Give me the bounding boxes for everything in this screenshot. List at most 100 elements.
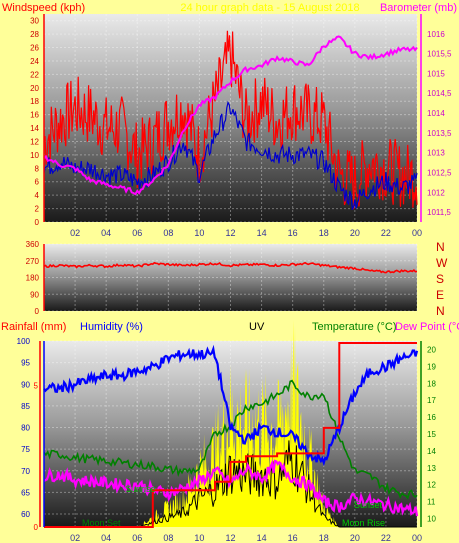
dewpoint-axis-title: Dew Point (°C [395,321,459,333]
humidity-axis-title: Humidity (%) [80,321,143,333]
windspeed-axis-title: Windspeed (kph) [2,2,85,14]
rainfall-line [44,342,417,528]
barometer-axis-title: Barometer (mb) [380,2,457,14]
barometer-y-tick-label: 1014 [427,109,445,118]
compass-label-e: E [436,288,444,302]
wind-x-tick-label: 06 [132,228,142,238]
temperature-y-tick-label: 15 [427,430,436,439]
annotation-moon-rise: Moon Rise [342,518,385,528]
barometer-y-tick-label: 1012,5 [427,168,452,177]
wind-x-tick-label: 00 [412,228,422,238]
wind-grid [44,14,418,223]
climate-series [43,320,419,528]
compass-label-n-top: N [436,240,445,254]
wind-gust-line [43,30,418,210]
wind-x-tick-label: 10 [194,228,204,238]
windspeed-y-tick-label: 22 [30,70,39,79]
direction-y-tick-label: 360 [26,240,40,249]
wind-x-tick-label: 12 [225,228,235,238]
climate-x-tick-label: 04 [101,533,111,543]
barometer-y-tick-label: 1015,5 [427,50,452,59]
humidity-y-tick-label: 70 [21,467,30,476]
rainfall-y-tick-label: 0 [34,523,39,532]
windspeed-y-tick-label: 0 [35,218,40,227]
humidity-y-tick-label: 80 [21,424,30,433]
windspeed-y-tick-label: 18 [30,97,39,106]
humidity-y-tick-label: 65 [21,488,30,497]
windspeed-y-tick-label: 28 [30,30,39,39]
climate-x-tick-label: 22 [381,533,391,543]
annotation-sunrise: Sunrise [125,484,156,494]
temperature-y-tick-label: 10 [427,515,436,524]
windspeed-y-tick-label: 16 [30,111,39,120]
wind-series [43,30,418,210]
windspeed-y-tick-label: 30 [30,17,39,26]
wind-x-tick-label: 08 [163,228,173,238]
temperature-y-tick-label: 17 [427,396,436,405]
wind-x-tick-label: 18 [319,228,329,238]
windspeed-y-tick-label: 2 [35,205,40,214]
wind-x-tick-label: 04 [101,228,111,238]
direction-plot-area [44,244,417,311]
climate-x-tick-label: 08 [163,533,173,543]
wind-x-tick-label: 16 [288,228,298,238]
barometer-y-tick-label: 1011,5 [427,208,451,217]
temperature-axis-title: Temperature (°C) [312,321,396,333]
direction-y-tick-label: 180 [26,274,40,283]
windspeed-y-tick-label: 8 [35,164,40,173]
wind-x-tick-label: 02 [70,228,80,238]
barometer-y-tick-label: 1012 [427,188,445,197]
temperature-y-tick-label: 18 [427,379,436,388]
rainfall-axis-title: Rainfall (mm) [1,321,66,333]
direction-series [43,261,418,274]
windspeed-y-tick-label: 6 [35,178,40,187]
temperature-y-tick-label: 11 [427,498,436,507]
rainfall-y-tick-label: 5 [34,381,39,390]
temperature-y-tick-label: 14 [427,447,436,456]
direction-axes: 0 90 180 270 360 [26,240,45,316]
climate-x-tick-label: 14 [257,533,267,543]
climate-x-tick-label: 16 [288,533,298,543]
climate-x-tick-label: 02 [70,533,80,543]
barometer-y-tick-label: 1015 [427,69,445,78]
windspeed-y-tick-label: 10 [30,151,39,160]
humidity-y-tick-label: 85 [21,402,30,411]
temperature-y-tick-label: 13 [427,464,436,473]
uv-axis-title: UV [249,321,265,333]
windspeed-y-tick-label: 26 [30,44,39,53]
windspeed-y-tick-label: 4 [35,191,40,200]
barometer-y-tick-label: 1016 [427,30,445,39]
compass-label-w: W [436,256,448,270]
wind-x-tick-label: 14 [257,228,267,238]
windspeed-y-tick-label: 14 [30,124,39,133]
barometer-y-tick-label: 1013,5 [427,129,452,138]
compass-label-n-bottom: N [436,304,445,318]
temperature-y-tick-label: 20 [427,345,436,354]
barometer-y-tick-label: 1013 [427,149,445,158]
humidity-line [43,344,419,467]
direction-y-tick-label: 90 [30,290,39,299]
windspeed-y-tick-label: 24 [30,57,39,66]
barometer-y-tick-label: 1014,5 [427,89,452,98]
climate-x-tick-label: 06 [132,533,142,543]
temperature-y-tick-label: 12 [427,481,436,490]
windspeed-y-tick-label: 12 [30,137,39,146]
climate-x-tick-label: 10 [194,533,204,543]
climate-x-tick-label: 20 [350,533,360,543]
annotation-sunset: Sunset [354,500,383,510]
humidity-y-tick-label: 95 [21,359,30,368]
humidity-y-tick-label: 60 [21,510,30,519]
climate-x-tick-label: 12 [225,533,235,543]
barometer-line [43,35,418,196]
climate-x-tick-label: 00 [412,533,422,543]
temperature-y-tick-label: 19 [427,362,436,371]
climate-axes: 02 04 06 08 10 12 14 16 18 20 22 00 60 65 70 75 80 85 90 95… [17,337,437,543]
chart-title: 24 hour graph data - 15 August 2018 [180,2,359,14]
annotation-moon-set: Moon Set [82,518,121,528]
direction-grid [44,243,418,312]
humidity-y-tick-label: 75 [21,445,30,454]
wind-x-tick-label: 20 [350,228,360,238]
humidity-y-tick-label: 90 [21,380,30,389]
temperature-y-tick-label: 16 [427,413,436,422]
